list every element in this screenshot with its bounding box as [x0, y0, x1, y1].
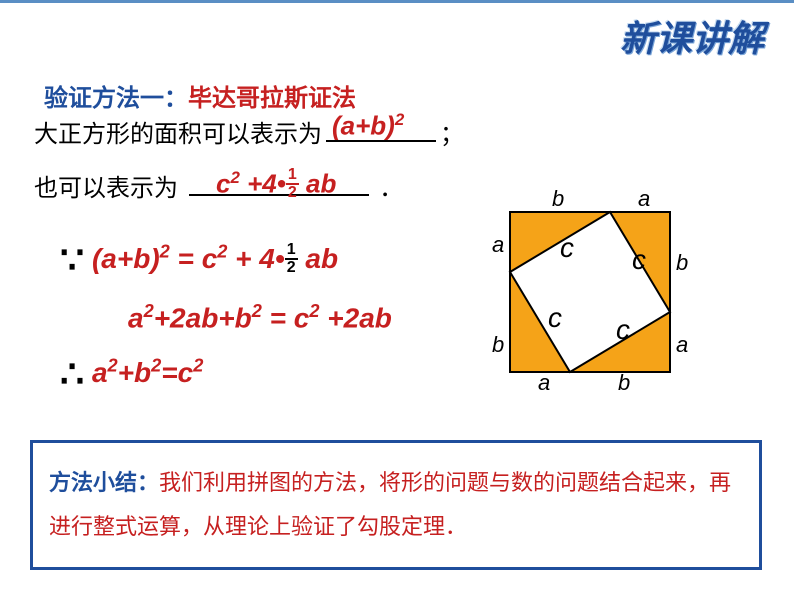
lbl-c4: c	[548, 302, 562, 334]
line2-period: ．	[379, 175, 403, 202]
deriv-row2: a2+2ab+b2 = c2 +2ab	[128, 301, 392, 334]
fill2-csup: 2	[230, 168, 239, 187]
deriv-row3: ∴ a2+b2=c2	[60, 352, 392, 397]
lbl-bottom-b: b	[618, 370, 630, 396]
method-title: 验证方法一：毕达哥拉斯证法	[44, 78, 356, 113]
lbl-top-b: b	[552, 186, 564, 212]
fill2-post: ab	[299, 169, 337, 199]
r1-plus: + 4•	[227, 243, 284, 274]
line2-text: 也可以表示为	[34, 175, 178, 202]
fill2-frac: 12	[286, 167, 299, 201]
r1-frac: 12	[285, 242, 298, 276]
lbl-top-a: a	[638, 186, 650, 212]
r3-a: a	[84, 357, 107, 388]
fill2-mid: +4•	[240, 169, 286, 199]
r1-lhs: (a+b)2 = c2 + 4•	[92, 243, 285, 274]
derivation: ∵ (a+b)2 = c2 + 4•12 ab a2+2ab+b2 = c2 +…	[60, 238, 392, 415]
r1-rhs-s: 2	[217, 242, 227, 262]
lbl-right-a: a	[676, 332, 688, 358]
r1-eq: = c	[170, 243, 217, 274]
lbl-right-b: b	[676, 250, 688, 276]
r1-lhs-t: (a+b)	[92, 243, 160, 274]
diagram: b a b a b a b a c c c c	[490, 192, 730, 392]
because-sym: ∵	[60, 240, 84, 282]
summary-lead: 方法小结：	[49, 470, 159, 495]
line1-text: 大正方形的面积可以表示为	[34, 121, 322, 148]
fill2-num: 1	[286, 167, 299, 185]
fill2-den: 2	[286, 185, 299, 201]
header-title: 新课讲解	[620, 10, 764, 62]
fill2-c: c	[216, 169, 230, 199]
r2-t3: +2ab	[320, 302, 392, 333]
fill2: c2 +4•12 ab	[216, 168, 336, 203]
therefore-sym: ∴	[60, 354, 84, 396]
diagram-svg	[490, 192, 690, 392]
r1-end: ab	[298, 243, 338, 274]
deriv-row1: ∵ (a+b)2 = c2 + 4•12 ab	[60, 238, 392, 283]
lbl-c3: c	[616, 314, 630, 346]
r2-t1: +2ab+b	[154, 302, 252, 333]
fill1: (a+b)2	[332, 110, 404, 142]
r3-s3: 2	[193, 356, 203, 376]
top-border	[0, 0, 794, 3]
method-prefix: 验证方法一：	[44, 85, 188, 112]
r3-t1: +b	[118, 357, 151, 388]
lbl-c2: c	[632, 244, 646, 276]
r3-s2: 2	[151, 356, 161, 376]
r1-fn: 1	[285, 242, 298, 260]
method-name: 毕达哥拉斯证法	[188, 85, 356, 112]
r1-fd: 2	[285, 260, 298, 276]
summary-box: 方法小结：我们利用拼图的方法，将形的问题与数的问题结合起来，再进行整式运算，从理…	[30, 440, 762, 570]
r2-s3: 2	[309, 301, 319, 321]
lbl-left-a: a	[492, 232, 504, 258]
fill1-base: (a+b)	[332, 111, 395, 141]
line1-semicolon: ；	[440, 121, 464, 148]
r2-s2: 2	[252, 301, 262, 321]
fill1-sup: 2	[395, 110, 404, 129]
lbl-left-b: b	[492, 332, 504, 358]
r2-s1: 2	[144, 301, 154, 321]
lbl-c1: c	[560, 232, 574, 264]
r2-a: a	[128, 302, 144, 333]
r3-s1: 2	[108, 356, 118, 376]
r1-lhs-s: 2	[160, 242, 170, 262]
r2-t2: = c	[262, 302, 309, 333]
lbl-bottom-a: a	[538, 370, 550, 396]
r3-t2: =c	[161, 357, 193, 388]
